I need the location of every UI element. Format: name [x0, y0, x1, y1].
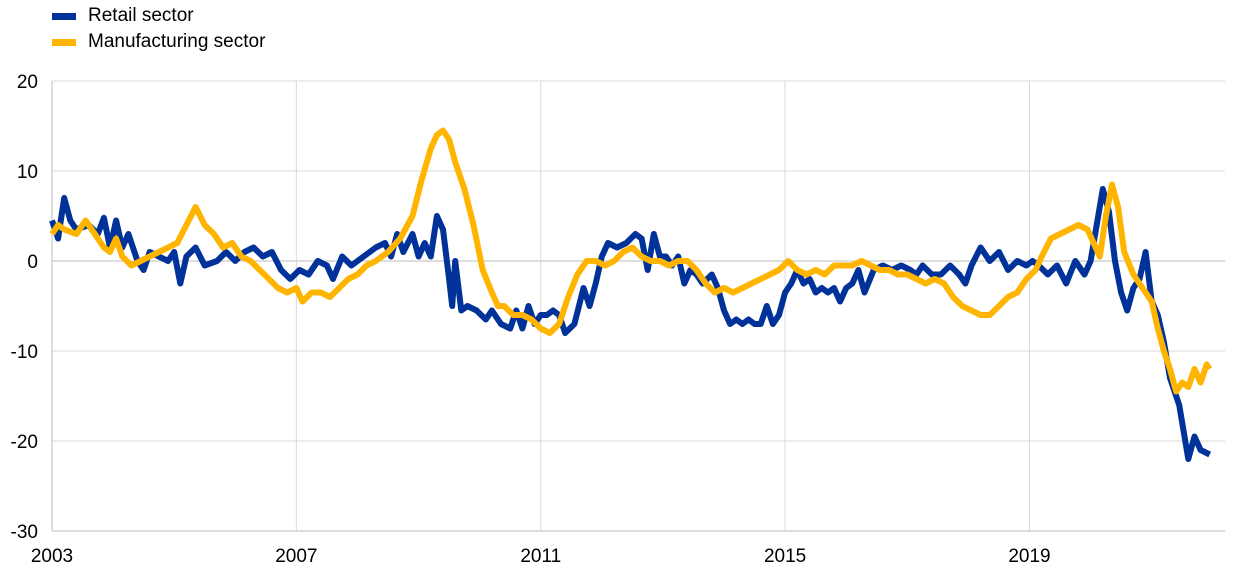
- legend: Retail sector Manufacturing sector: [52, 3, 265, 55]
- y-tick-label: 10: [17, 162, 38, 183]
- y-tick-label: 20: [17, 72, 38, 93]
- x-tick-label: 2015: [764, 546, 806, 567]
- series-line-manufacturing: [49, 127, 1213, 395]
- legend-item-manufacturing: Manufacturing sector: [52, 29, 265, 55]
- legend-label-manufacturing: Manufacturing sector: [88, 31, 266, 52]
- y-tick-label: -20: [11, 432, 38, 453]
- y-tick-label: -30: [11, 522, 38, 543]
- y-axis-tick-labels: -30 -20 -10 0 10 20: [11, 72, 38, 543]
- x-tick-label: 2007: [275, 546, 317, 567]
- series-lines: [49, 127, 1213, 462]
- legend-swatch-manufacturing: [52, 38, 76, 46]
- legend-swatch-retail: [52, 12, 76, 20]
- x-tick-label: 2003: [31, 546, 73, 567]
- x-axis-tick-labels: 2003 2007 2011 2015 2019: [31, 546, 1051, 567]
- x-tick-label: 2011: [520, 546, 561, 567]
- y-tick-label: -10: [11, 342, 38, 363]
- legend-item-retail: Retail sector: [52, 3, 265, 29]
- legend-label-retail: Retail sector: [88, 5, 194, 26]
- series-line-retail: [49, 186, 1212, 462]
- gridlines: [51, 80, 1225, 532]
- y-tick-label: 0: [27, 252, 38, 273]
- x-tick-label: 2019: [1008, 546, 1050, 567]
